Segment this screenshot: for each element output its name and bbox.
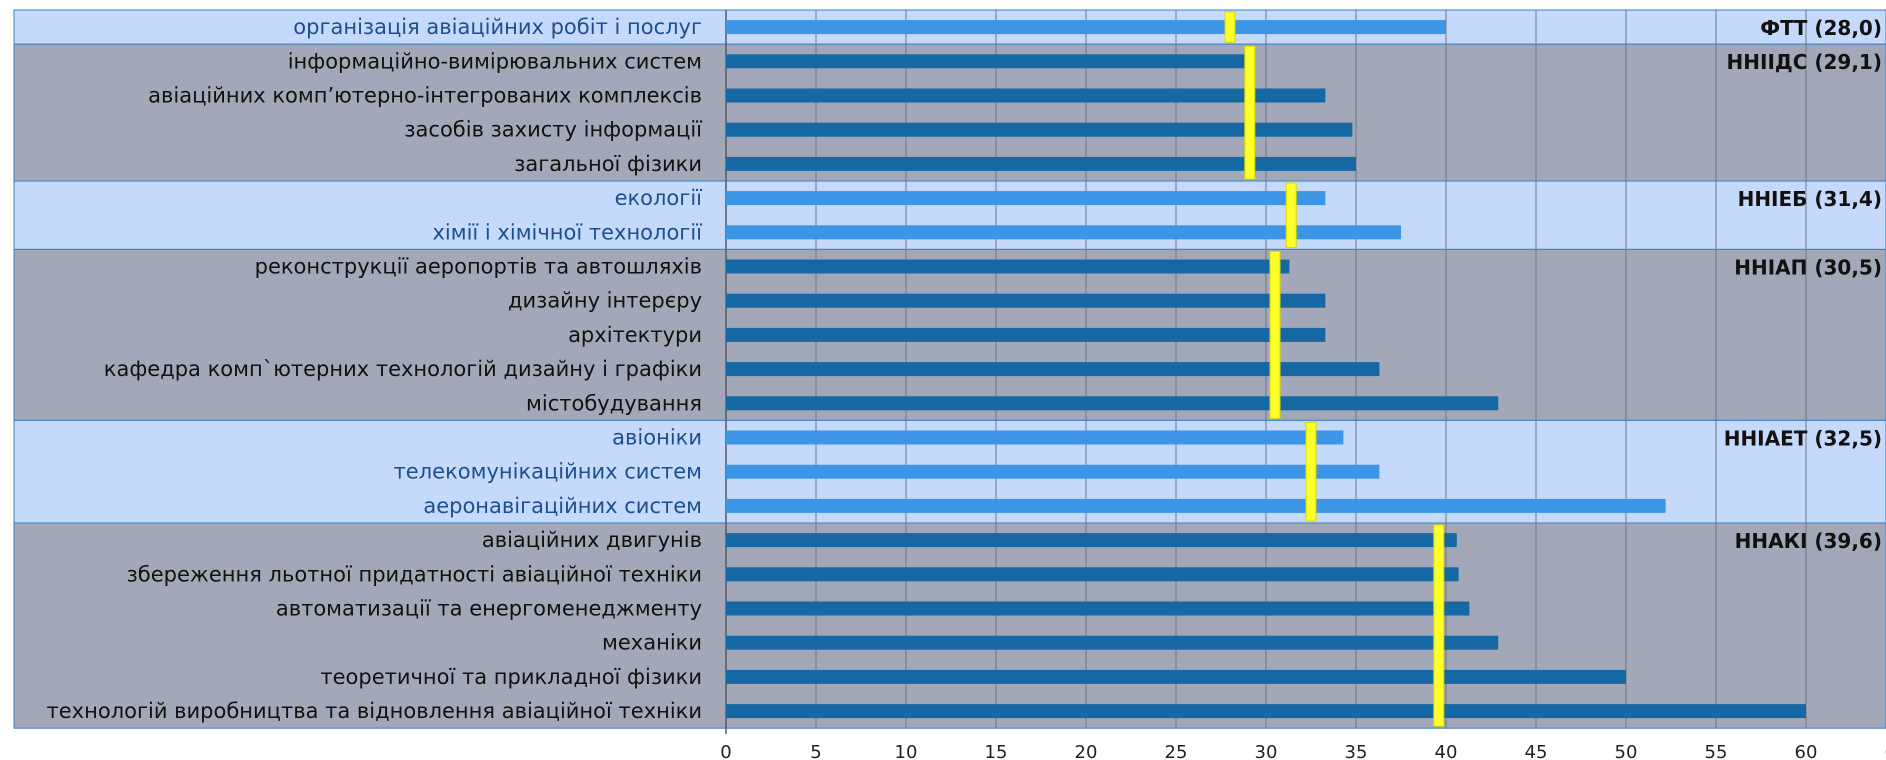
group-label: ННІАЕТ (32,5) <box>1724 426 1882 450</box>
group-label: ННАКІ (39,6) <box>1735 529 1882 553</box>
category-label: архітектури <box>568 323 702 347</box>
bar <box>726 635 1499 650</box>
category-label: засобів захисту інформації <box>404 118 702 142</box>
x-tick-label: 35 <box>1345 742 1368 760</box>
group-band <box>13 522 1886 729</box>
bar <box>726 122 1353 137</box>
category-label: інформаційно-вимірювальних систем <box>288 49 702 73</box>
category-label: теоретичної та прикладної фізики <box>320 665 702 689</box>
group-average-marker <box>1305 421 1317 522</box>
category-label: дизайну інтерєру <box>508 289 702 313</box>
x-tick-label: 55 <box>1705 742 1728 760</box>
x-tick-label: 5 <box>810 742 821 760</box>
group-label: ННІЕБ (31,4) <box>1738 187 1882 211</box>
x-tick-label: 25 <box>1165 742 1188 760</box>
bar <box>726 498 1666 513</box>
x-tick-label: 15 <box>985 742 1008 760</box>
x-tick-label: 65 <box>1885 742 1886 760</box>
bar <box>726 156 1356 171</box>
category-label: загальної фізики <box>514 152 702 176</box>
category-label: реконструкції аеропортів та автошляхів <box>255 255 702 279</box>
category-label: технологій виробництва та відновлення ав… <box>47 699 702 723</box>
category-label: телекомунікаційних систем <box>394 460 702 484</box>
bar <box>726 533 1457 548</box>
category-label: авіаційних двигунів <box>482 528 702 552</box>
group-average-marker <box>1224 11 1236 43</box>
bar <box>726 259 1290 274</box>
bar <box>726 225 1401 240</box>
category-label: авіаційних комп’ютерно-інтегрованих комп… <box>148 84 702 108</box>
bar <box>726 20 1446 35</box>
category-label: механіки <box>602 631 702 655</box>
bar <box>726 88 1326 103</box>
category-label: організація авіаційних робіт і послуг <box>293 15 702 39</box>
x-tick-label: 20 <box>1075 742 1098 760</box>
bar <box>726 567 1459 582</box>
group-label: ННІАП (30,5) <box>1734 255 1882 279</box>
group-average-marker <box>1269 250 1281 419</box>
category-label: авіоніки <box>612 426 702 450</box>
category-label: автоматизації та енергоменеджменту <box>276 597 702 621</box>
x-tick-label: 0 <box>720 742 731 760</box>
bar <box>726 464 1380 479</box>
category-label: збереження льотної придатності авіаційно… <box>127 562 702 586</box>
labels-layer: ФТТ (28,0) організація авіаційних робіт і… <box>47 15 1886 760</box>
category-label: кафедра комп`ютерних технологій дизайну … <box>104 357 702 381</box>
group-average-marker <box>1244 45 1256 180</box>
x-tick-label: 45 <box>1525 742 1548 760</box>
bar <box>726 327 1326 342</box>
group-label: ФТТ (28,0) <box>1760 16 1882 40</box>
bars-layer <box>726 20 1806 719</box>
category-label: екології <box>615 186 703 210</box>
group-average-marker <box>1285 182 1297 248</box>
bar <box>726 601 1470 616</box>
category-label: містобудування <box>526 391 702 415</box>
category-label: аеронавігаційних систем <box>423 494 702 518</box>
bar <box>726 430 1344 445</box>
category-label: хімії і хімічної технології <box>432 220 702 244</box>
bar <box>726 293 1326 308</box>
bar <box>726 396 1499 411</box>
x-tick-label: 60 <box>1795 742 1818 760</box>
bar <box>726 191 1326 206</box>
x-tick-label: 40 <box>1435 742 1458 760</box>
bar <box>726 704 1806 719</box>
bar <box>726 54 1254 69</box>
x-tick-label: 50 <box>1615 742 1638 760</box>
bar <box>726 669 1626 684</box>
x-tick-label: 30 <box>1255 742 1278 760</box>
markers-layer <box>1224 11 1445 727</box>
x-tick-label: 10 <box>895 742 918 760</box>
bar <box>726 362 1380 377</box>
group-label: ННІІДС (29,1) <box>1727 50 1882 74</box>
group-average-marker <box>1433 524 1445 727</box>
